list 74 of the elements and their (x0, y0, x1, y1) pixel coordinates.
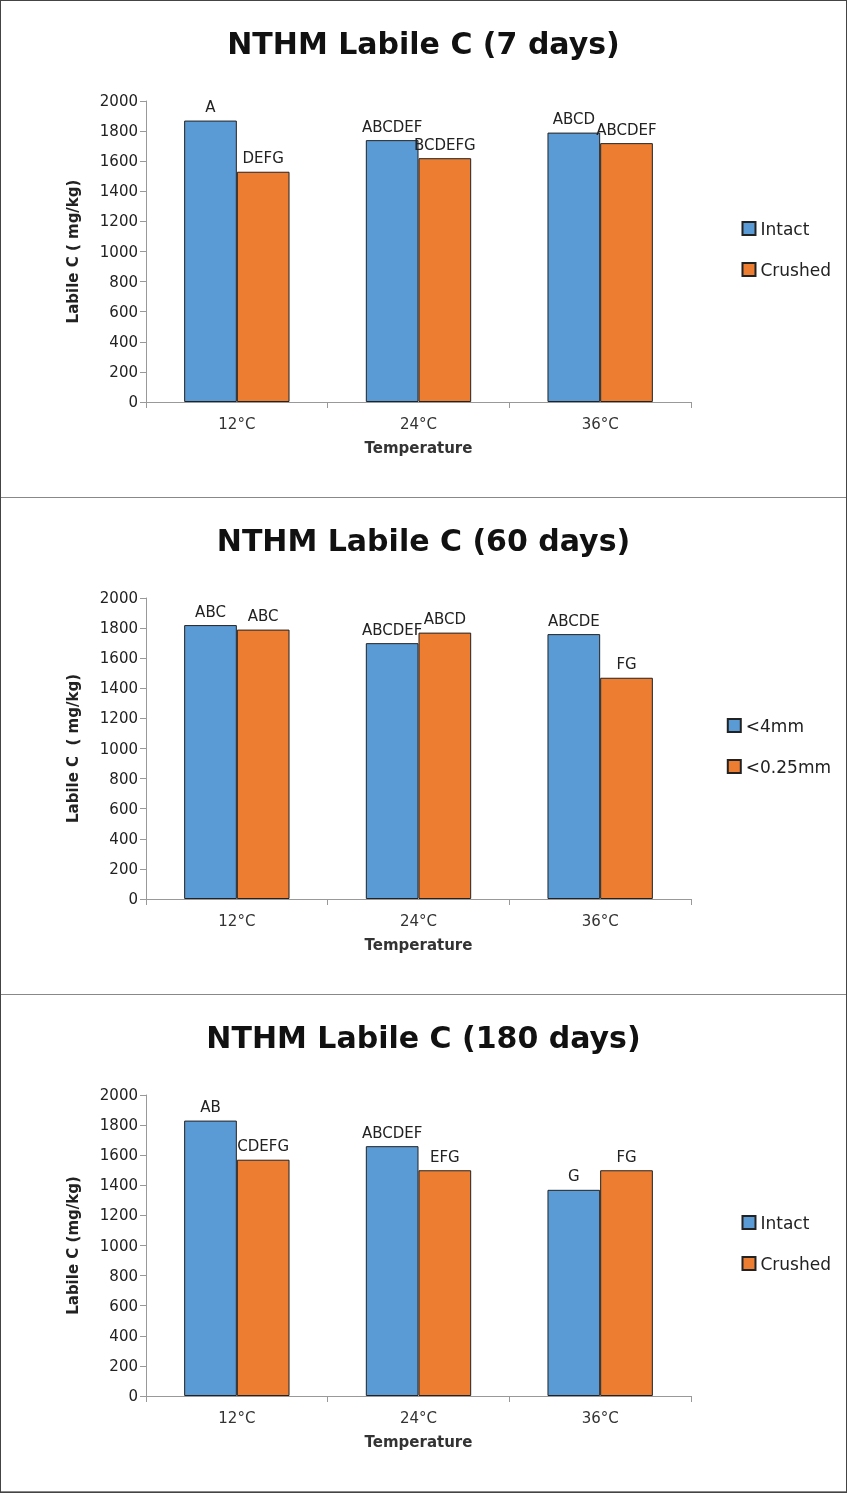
y-tick-label: 400 (109, 332, 138, 351)
y-tick-label: 1400 (99, 182, 138, 201)
legend-label: Intact (760, 1212, 810, 1233)
annotation: A (205, 98, 217, 117)
y-tick-label: 2000 (99, 1086, 138, 1104)
y-tick-label: 400 (109, 829, 138, 848)
y-tick-label: 1200 (99, 212, 138, 231)
x-tick-label: 12°C (218, 911, 256, 930)
x-axis-title: Temperature (364, 935, 473, 954)
annotation: ABCD (423, 610, 466, 629)
legend-label: Intact (760, 218, 810, 239)
annotation: ABCDE (547, 611, 600, 630)
x-tick-label: 12°C (218, 414, 256, 433)
y-tick-label: 2000 (99, 589, 138, 607)
y-tick-label: 200 (109, 859, 138, 878)
y-tick-label: 1200 (99, 709, 138, 728)
legend-label: Crushed (760, 259, 831, 280)
y-tick-label: 1000 (99, 739, 138, 758)
chart-title: NTHM Labile C (7 days) (227, 25, 620, 61)
y-tick-label: 2000 (99, 92, 138, 110)
x-tick-label: 36°C (581, 1408, 619, 1427)
annotation: EFG (429, 1147, 460, 1166)
y-tick-label: 1800 (99, 619, 138, 638)
x-tick-label: 36°C (581, 911, 619, 930)
annotation: G (568, 1167, 580, 1186)
y-tick-label: 1600 (99, 649, 138, 668)
y-axis-title: Labile C (mg/kg) (63, 1176, 82, 1315)
y-tick-label: 0 (128, 1387, 138, 1405)
y-axis-title: Labile C ( mg/kg) (63, 179, 82, 324)
annotation: ABCDEF (596, 120, 657, 139)
x-tick-label: 24°C (399, 911, 438, 930)
y-tick-label: 1000 (99, 242, 138, 261)
y-tick-label: 1800 (99, 1116, 138, 1135)
y-tick-label: 600 (109, 1296, 138, 1315)
annotation: DEFG (242, 149, 284, 168)
annotation: FG (616, 1147, 637, 1166)
annotation: AB (200, 1098, 221, 1117)
annotation: ABCD (552, 110, 595, 129)
x-axis-title: Temperature (364, 1432, 473, 1451)
chart-title: NTHM Labile C (60 days) (216, 522, 631, 558)
y-tick-label: 0 (128, 890, 138, 908)
y-tick-label: 200 (109, 1356, 138, 1375)
annotation: ABCDEF (361, 1123, 423, 1142)
y-tick-label: 0 (128, 393, 138, 411)
x-axis-title: Temperature (364, 438, 473, 457)
annotation: FG (616, 655, 637, 674)
y-tick-label: 800 (109, 272, 138, 291)
annotation: ABC (247, 607, 279, 626)
y-tick-label: 800 (109, 1266, 138, 1285)
y-tick-label: 1400 (99, 679, 138, 698)
y-tick-label: 200 (109, 362, 138, 381)
x-tick-label: 36°C (581, 414, 619, 433)
annotation: ABC (195, 602, 226, 621)
y-axis-title: Labile C ( mg/kg) (63, 673, 82, 824)
legend-label: <4mm (745, 715, 804, 736)
y-tick-label: 1600 (99, 152, 138, 171)
annotation: ABCDEF (361, 620, 423, 639)
x-tick-label: 12°C (218, 1408, 256, 1427)
y-tick-label: 1800 (99, 122, 138, 141)
y-tick-label: 600 (109, 799, 138, 818)
y-tick-label: 1000 (99, 1236, 138, 1255)
annotation: CDEFG (237, 1137, 290, 1156)
y-tick-label: 1600 (99, 1146, 138, 1165)
x-tick-label: 24°C (399, 1408, 438, 1427)
legend-label: Crushed (760, 1253, 831, 1274)
y-tick-label: 800 (109, 769, 138, 788)
legend-label: <0.25mm (745, 756, 831, 777)
y-tick-label: 1400 (99, 1176, 138, 1195)
chart-title: NTHM Labile C (180 days) (206, 1019, 641, 1055)
y-tick-label: 600 (109, 302, 138, 321)
x-tick-label: 24°C (399, 414, 438, 433)
y-tick-label: 1200 (99, 1206, 138, 1225)
annotation: ABCDEF (361, 117, 423, 136)
y-tick-label: 400 (109, 1326, 138, 1345)
